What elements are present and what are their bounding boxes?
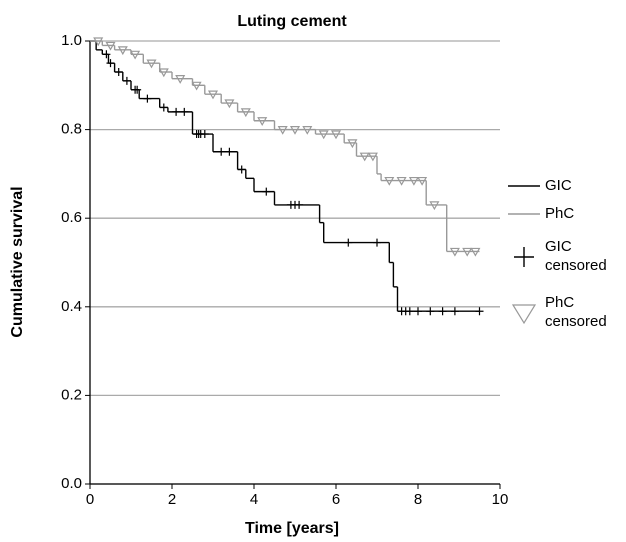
censored-mark [257, 117, 268, 126]
censored-mark [130, 50, 141, 60]
censored-mark [429, 201, 440, 211]
legend-label: PhC [545, 205, 575, 222]
censored-mark [449, 247, 460, 257]
y-tick-label: 0.6 [61, 209, 82, 226]
y-tick-label: 0.0 [61, 475, 82, 492]
censored-mark [217, 147, 226, 156]
x-tick-label: 4 [250, 491, 258, 508]
x-tick-label: 8 [414, 491, 422, 508]
censored-mark [191, 81, 202, 91]
censored-mark [102, 50, 111, 59]
censored-mark [200, 130, 209, 139]
x-tick-label: 6 [332, 491, 340, 508]
censored-mark [207, 90, 219, 100]
censored-mark [470, 247, 481, 257]
censored-mark [224, 99, 235, 109]
censored-mark [318, 130, 329, 140]
censored-mark [438, 307, 447, 316]
censored-mark [417, 176, 428, 186]
censored-mark [117, 46, 128, 56]
censored-mark [262, 187, 271, 196]
censored-mark [359, 152, 370, 162]
censored-mark [158, 68, 169, 78]
censored-mark [373, 238, 381, 247]
censored-mark [462, 247, 473, 257]
x-axis-label: Time [years] [245, 520, 339, 537]
censored-mark [180, 107, 189, 116]
censored-mark [159, 103, 168, 112]
censored-mark [143, 94, 152, 103]
legend-label: PhC censored [545, 294, 607, 330]
censored-mark [405, 307, 414, 316]
censored-mark [146, 59, 157, 69]
censored-mark [106, 59, 115, 68]
censored-mark [133, 85, 142, 94]
censored-mark [225, 147, 234, 156]
legend-swatch [511, 304, 537, 325]
censored-mark [172, 107, 181, 116]
y-tick-label: 0.4 [61, 298, 82, 315]
x-tick-label: 10 [492, 491, 509, 508]
censored-mark [122, 76, 131, 85]
censored-mark [105, 41, 116, 51]
censored-mark [426, 307, 435, 316]
y-tick-label: 0.8 [61, 121, 82, 138]
censored-mark [289, 126, 301, 135]
x-tick-label: 0 [86, 491, 94, 508]
y-tick-label: 0.2 [61, 386, 82, 403]
censored-mark [347, 139, 358, 149]
censored-mark [384, 176, 395, 186]
censored-mark [295, 200, 304, 209]
chart-title: Luting cement [237, 13, 347, 30]
censored-mark [475, 307, 484, 316]
censored-mark [396, 176, 407, 186]
censored-mark [414, 307, 422, 316]
y-tick-label: 1.0 [61, 32, 82, 49]
censored-mark [277, 126, 288, 135]
censored-mark [93, 37, 104, 47]
censored-mark [302, 126, 313, 135]
censored-mark [344, 238, 353, 247]
legend-swatch [514, 247, 534, 267]
censored-mark [450, 307, 459, 316]
censored-mark [114, 68, 123, 77]
legend-label: GIC censored [545, 238, 607, 274]
censored-mark [237, 165, 246, 174]
censored-mark [367, 152, 378, 162]
censored-mark [240, 108, 251, 118]
censored-mark [330, 130, 342, 140]
x-tick-label: 2 [168, 491, 176, 508]
censored-mark [175, 75, 186, 84]
y-axis-label: Cumulative survival [9, 186, 26, 337]
legend-label: GIC [545, 177, 572, 194]
censored-mark [408, 176, 419, 186]
